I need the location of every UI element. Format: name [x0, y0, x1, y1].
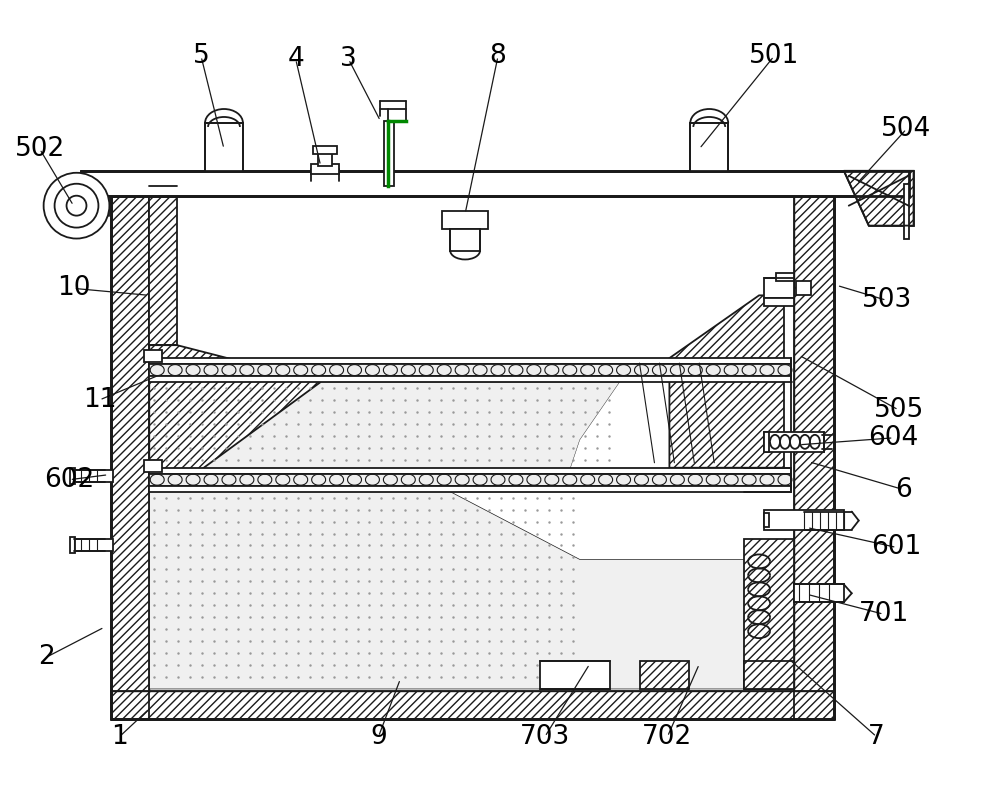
Text: 501: 501 — [749, 43, 799, 69]
Bar — [744, 661, 794, 689]
Bar — [764, 432, 769, 452]
Bar — [149, 474, 791, 486]
Bar — [111, 184, 149, 719]
Bar — [318, 151, 332, 166]
Bar — [640, 661, 689, 689]
Polygon shape — [149, 382, 620, 470]
Text: 11: 11 — [83, 387, 116, 413]
Polygon shape — [149, 345, 321, 470]
Polygon shape — [744, 539, 794, 689]
Polygon shape — [844, 171, 914, 226]
Text: 1: 1 — [111, 724, 128, 750]
Text: 10: 10 — [57, 275, 90, 301]
Bar — [311, 163, 339, 174]
Polygon shape — [669, 296, 784, 468]
Bar — [149, 185, 177, 345]
Bar — [72, 470, 113, 482]
Text: 604: 604 — [868, 425, 919, 451]
Text: 701: 701 — [859, 601, 909, 627]
Text: 2: 2 — [38, 644, 55, 670]
Bar — [764, 299, 794, 307]
Bar — [384, 121, 394, 185]
Bar — [764, 278, 794, 299]
Bar — [149, 468, 791, 474]
Polygon shape — [149, 492, 759, 689]
Text: 505: 505 — [873, 397, 924, 423]
Bar — [81, 171, 909, 196]
Circle shape — [55, 184, 98, 228]
Bar — [111, 691, 834, 719]
Text: 6: 6 — [895, 476, 912, 503]
Bar — [764, 432, 824, 452]
Bar — [690, 123, 728, 171]
Bar — [205, 123, 243, 171]
Text: 3: 3 — [340, 46, 357, 72]
Text: 4: 4 — [287, 46, 304, 72]
Text: 8: 8 — [490, 43, 506, 69]
Bar — [794, 584, 844, 602]
Text: 504: 504 — [881, 116, 932, 142]
Bar — [144, 460, 162, 472]
Text: 703: 703 — [520, 724, 570, 750]
Bar — [540, 661, 610, 689]
Bar — [149, 486, 791, 492]
Bar — [72, 539, 113, 552]
Bar — [313, 146, 337, 154]
Bar — [70, 538, 75, 553]
Text: 502: 502 — [15, 136, 65, 162]
Text: 602: 602 — [44, 467, 95, 493]
Bar — [764, 509, 844, 530]
Bar — [149, 364, 791, 376]
Bar — [149, 358, 791, 364]
Bar — [442, 211, 488, 229]
Bar — [70, 468, 75, 483]
Text: 702: 702 — [642, 724, 693, 750]
Text: 503: 503 — [862, 288, 912, 314]
Text: 601: 601 — [871, 534, 922, 560]
Bar — [776, 274, 794, 281]
Bar — [149, 376, 791, 382]
Bar — [764, 512, 769, 527]
Text: 9: 9 — [370, 724, 387, 750]
Text: 7: 7 — [868, 724, 885, 750]
Bar — [794, 184, 834, 719]
Bar — [796, 281, 811, 296]
Bar — [904, 184, 909, 238]
Circle shape — [67, 196, 86, 215]
Circle shape — [44, 173, 109, 238]
Bar — [144, 350, 162, 362]
Text: 5: 5 — [193, 43, 209, 69]
Bar — [450, 229, 480, 251]
